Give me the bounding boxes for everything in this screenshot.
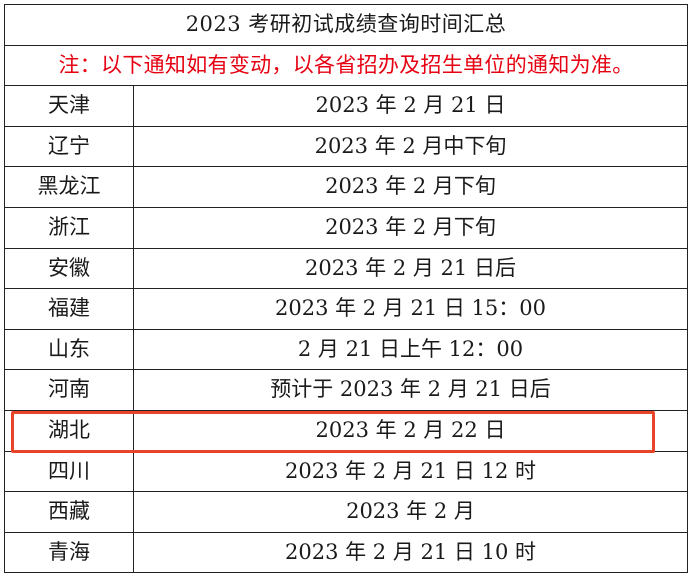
province-cell: 黑龙江 [4, 166, 134, 208]
table-row: 河南 预计于 2023 年 2 月 21 日后 [4, 369, 688, 411]
province-cell: 四川 [4, 450, 134, 493]
table-row-highlighted: 湖北 2023 年 2 月 22 日 [4, 409, 688, 452]
province-cell: 青海 [4, 531, 134, 574]
table-row: 山东 2 月 21 日上午 12：00 [4, 328, 688, 371]
date-cell: 2023 年 2 月 21 日后 [133, 247, 688, 290]
date-cell: 2 月 21 日上午 12：00 [133, 328, 688, 371]
date-cell: 2023 年 2 月 21 日 [133, 85, 688, 127]
date-cell: 2023 年 2 月 21 日 10 时 [133, 531, 688, 574]
date-cell: 2023 年 2 月 21 日 15：00 [133, 288, 688, 330]
table-row: 四川 2023 年 2 月 21 日 12 时 [4, 450, 688, 493]
title-row: 2023 考研初试成绩查询时间汇总 [4, 4, 688, 46]
table-row: 黑龙江 2023 年 2 月下旬 [4, 166, 688, 208]
notice-row: 注：以下通知如有变动，以各省招办及招生单位的通知为准。 [4, 44, 688, 87]
province-cell: 湖北 [4, 409, 134, 452]
table-row: 青海 2023 年 2 月 21 日 10 时 [4, 531, 688, 574]
table-row: 浙江 2023 年 2 月下旬 [4, 206, 688, 249]
table-row: 西藏 2023 年 2 月 [4, 491, 688, 533]
province-cell: 安徽 [4, 247, 134, 290]
date-cell: 2023 年 2 月 22 日 [133, 409, 688, 452]
date-cell: 2023 年 2 月中下旬 [133, 125, 688, 168]
date-cell: 预计于 2023 年 2 月 21 日后 [133, 369, 688, 411]
province-cell: 山东 [4, 328, 134, 371]
score-query-schedule-table: 2023 考研初试成绩查询时间汇总 注：以下通知如有变动，以各省招办及招生单位的… [4, 4, 688, 574]
province-cell: 辽宁 [4, 125, 134, 168]
table-row: 安徽 2023 年 2 月 21 日后 [4, 247, 688, 290]
table-title: 2023 考研初试成绩查询时间汇总 [4, 4, 688, 46]
date-cell: 2023 年 2 月 [133, 491, 688, 533]
date-cell: 2023 年 2 月下旬 [133, 206, 688, 249]
date-cell: 2023 年 2 月 21 日 12 时 [133, 450, 688, 493]
province-cell: 福建 [4, 288, 134, 330]
province-cell: 天津 [4, 85, 134, 127]
province-cell: 浙江 [4, 206, 134, 249]
date-cell: 2023 年 2 月下旬 [133, 166, 688, 208]
table-row: 福建 2023 年 2 月 21 日 15：00 [4, 288, 688, 330]
notice-text: 注：以下通知如有变动，以各省招办及招生单位的通知为准。 [4, 44, 688, 87]
province-cell: 西藏 [4, 491, 134, 533]
table-row: 辽宁 2023 年 2 月中下旬 [4, 125, 688, 168]
table-row: 天津 2023 年 2 月 21 日 [4, 85, 688, 127]
province-cell: 河南 [4, 369, 134, 411]
